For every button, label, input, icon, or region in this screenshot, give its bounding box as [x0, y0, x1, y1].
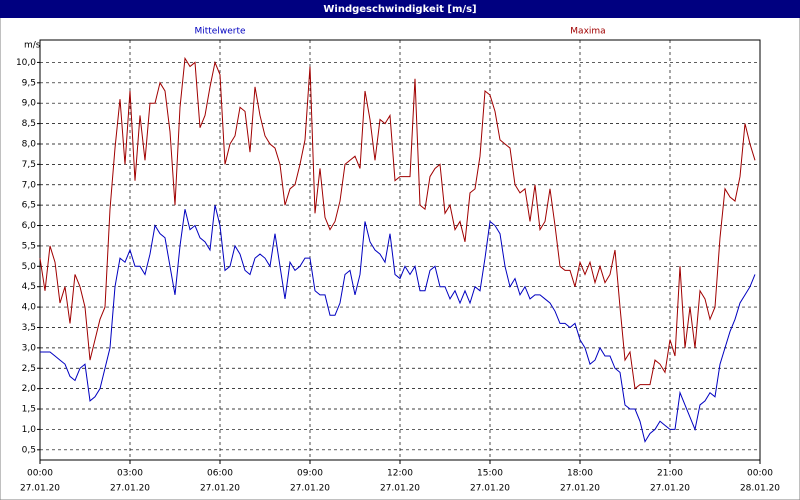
y-tick-label: 4,0 [22, 303, 37, 313]
y-tick-label: 2,0 [22, 384, 37, 394]
y-tick-label: 3,5 [22, 323, 36, 333]
y-axis-label: m/s [24, 41, 41, 51]
y-tick-label: 1,0 [22, 425, 37, 435]
y-tick-label: 2,5 [22, 364, 36, 374]
x-tick-label: 21:00 [657, 469, 683, 479]
y-tick-label: 1,5 [22, 405, 36, 415]
legend-entry: Mittelwerte [194, 27, 245, 37]
y-tick-label: 7,5 [22, 160, 36, 170]
data-line [39, 56, 756, 390]
x-tick-date: 27.01.20 [110, 484, 150, 494]
x-tick-label: 12:00 [387, 469, 413, 479]
x-tick-date: 27.01.20 [290, 484, 330, 494]
x-tick-label: 00:00 [747, 469, 773, 479]
y-tick-label: 6,0 [22, 221, 37, 231]
x-tick-date: 27.01.20 [20, 484, 60, 494]
x-tick-label: 03:00 [117, 469, 143, 479]
y-tick-label: 9,5 [22, 78, 36, 88]
y-tick-label: 7,0 [22, 180, 37, 190]
x-tick-label: 06:00 [207, 469, 233, 479]
y-tick-label: 4,5 [22, 282, 36, 292]
y-tick-label: 10,0 [16, 58, 36, 68]
data-line [40, 205, 756, 443]
plot-frame [39, 39, 761, 461]
y-tick-label: 8,5 [22, 119, 36, 129]
x-tick-date: 27.01.20 [650, 484, 690, 494]
x-tick-date: 27.01.20 [470, 484, 510, 494]
title-bar [0, 0, 800, 18]
y-tick-label: 9,0 [22, 99, 37, 109]
x-tick-label: 18:00 [567, 469, 593, 479]
y-tick-label: 5,5 [22, 241, 36, 251]
legend-entry: Maxima [570, 27, 605, 37]
x-tick-date: 27.01.20 [200, 484, 240, 494]
y-tick-label: 8,0 [22, 139, 37, 149]
x-tick-label: 15:00 [477, 469, 503, 479]
x-tick-date: 28.01.20 [740, 484, 780, 494]
chart-title: Windgeschwindigkeit [m/s] [323, 4, 476, 15]
x-tick-label: 09:00 [297, 469, 323, 479]
y-tick-label: 5,0 [22, 262, 37, 272]
y-tick-label: 3,0 [22, 343, 37, 353]
y-tick-label: 0,5 [22, 445, 36, 455]
x-tick-label: 00:00 [27, 469, 53, 479]
x-tick-date: 27.01.20 [380, 484, 420, 494]
y-tick-label: 6,5 [22, 201, 36, 211]
x-tick-date: 27.01.20 [560, 484, 600, 494]
